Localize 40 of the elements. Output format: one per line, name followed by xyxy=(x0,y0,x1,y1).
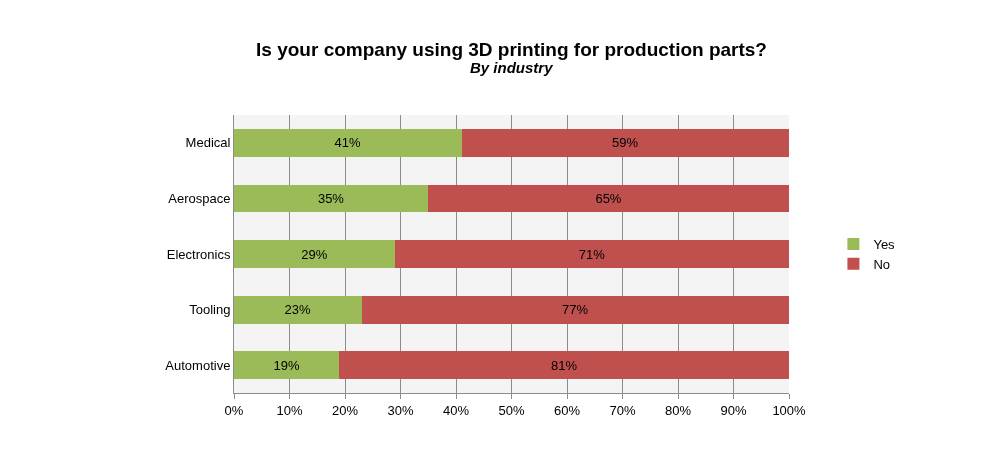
bar xyxy=(361,295,789,324)
data-label: 81% xyxy=(550,357,578,373)
bar xyxy=(394,240,789,268)
y-tick-label: Tooling xyxy=(189,302,231,318)
x-tick-label: 70% xyxy=(609,402,636,418)
x-tick-label: 30% xyxy=(387,402,414,418)
data-label: 41% xyxy=(334,135,361,151)
bar xyxy=(234,295,362,324)
x-tick-label: 60% xyxy=(553,402,581,418)
bar xyxy=(339,351,789,380)
data-label: 29% xyxy=(301,246,328,262)
bar xyxy=(428,184,789,213)
data-label: 77% xyxy=(562,302,589,318)
data-label: 59% xyxy=(612,135,639,151)
chart-subtitle: By industry xyxy=(470,59,554,76)
legend-label: No xyxy=(873,256,891,272)
bar xyxy=(234,128,462,157)
x-tick-label: 80% xyxy=(664,402,692,418)
y-tick-label: Electronics xyxy=(166,246,231,262)
bar xyxy=(234,184,429,213)
data-label: 35% xyxy=(317,190,345,206)
y-tick-label: Automotive xyxy=(165,357,231,373)
x-tick-label: 100% xyxy=(772,402,807,418)
data-label: 71% xyxy=(578,246,606,262)
x-tick-label: 50% xyxy=(498,402,525,418)
chart-title: Is your company using 3D printing for production parts? xyxy=(256,39,767,61)
bar xyxy=(234,351,340,380)
y-tick-label: Medical xyxy=(185,135,231,151)
x-tick-label: 20% xyxy=(331,402,359,418)
x-tick-label: 0% xyxy=(224,402,244,418)
x-tick-label: 10% xyxy=(276,402,303,418)
legend-label: Yes xyxy=(873,237,896,253)
x-tick-label: 40% xyxy=(442,402,470,418)
data-label: 23% xyxy=(284,302,312,318)
bar xyxy=(461,128,789,157)
data-label: 19% xyxy=(273,357,300,373)
data-label: 65% xyxy=(595,190,622,206)
x-tick-label: 90% xyxy=(720,402,747,418)
y-tick-label: Aerospace xyxy=(168,190,231,206)
bar xyxy=(234,240,395,268)
